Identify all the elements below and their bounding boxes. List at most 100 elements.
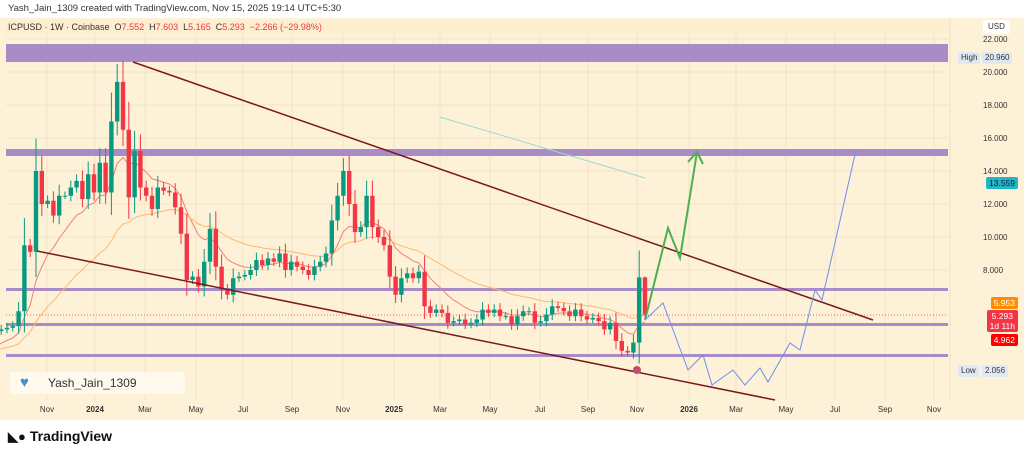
candle-body[interactable]: [248, 270, 253, 275]
tradingview-logo[interactable]: ◣● TradingView: [8, 428, 112, 445]
candle-body[interactable]: [492, 309, 497, 313]
candle-body[interactable]: [91, 174, 97, 193]
candle-body[interactable]: [602, 321, 607, 330]
candle-body[interactable]: [254, 260, 259, 270]
candle-body[interactable]: [561, 307, 566, 312]
candle-body[interactable]: [428, 306, 433, 313]
candle-body[interactable]: [207, 228, 213, 262]
candle-body[interactable]: [103, 162, 108, 193]
candle-body[interactable]: [242, 274, 247, 277]
candle-body[interactable]: [184, 233, 189, 280]
candle-body[interactable]: [364, 195, 369, 228]
candle-body[interactable]: [538, 321, 543, 323]
candle-body[interactable]: [144, 187, 149, 196]
candle-body[interactable]: [399, 278, 404, 295]
candle-body[interactable]: [335, 195, 340, 221]
candle-body[interactable]: [126, 129, 131, 198]
support-line-6-8[interactable]: [6, 288, 948, 291]
candle-body[interactable]: [28, 245, 33, 252]
candle-body[interactable]: [155, 187, 160, 209]
candle-body[interactable]: [190, 276, 195, 280]
candle-body[interactable]: [416, 271, 421, 279]
candle-body[interactable]: [619, 340, 624, 351]
candle-body[interactable]: [497, 309, 503, 317]
lower-trendline[interactable]: [36, 250, 776, 401]
candle-body[interactable]: [550, 306, 555, 315]
candle-body[interactable]: [410, 273, 416, 279]
candle-body[interactable]: [515, 316, 520, 325]
candle-body[interactable]: [161, 187, 166, 191]
candle-body[interactable]: [132, 151, 137, 198]
candle-body[interactable]: [219, 266, 224, 290]
candle-body[interactable]: [474, 319, 479, 323]
candle-body[interactable]: [39, 171, 44, 204]
resistance-band-15[interactable]: [6, 149, 948, 156]
candle-body[interactable]: [567, 311, 572, 317]
candle-body[interactable]: [434, 309, 439, 313]
candle-body[interactable]: [625, 350, 630, 353]
candle-body[interactable]: [532, 311, 537, 323]
teal-line[interactable]: [439, 116, 646, 179]
upper-trendline[interactable]: [132, 61, 874, 321]
candle-body[interactable]: [608, 322, 613, 330]
candle-body[interactable]: [51, 200, 56, 216]
candle-body[interactable]: [231, 278, 236, 295]
event-icon[interactable]: [633, 366, 641, 374]
candle-body[interactable]: [387, 245, 392, 277]
candle-body[interactable]: [445, 312, 450, 323]
candle-body[interactable]: [109, 121, 114, 193]
candle-body[interactable]: [318, 261, 323, 267]
candle-body[interactable]: [120, 81, 126, 130]
candle-body[interactable]: [370, 195, 375, 228]
candle-body[interactable]: [86, 174, 91, 200]
candle-body[interactable]: [509, 316, 514, 325]
candle-body[interactable]: [579, 309, 584, 317]
candle-body[interactable]: [393, 276, 398, 295]
candle-body[interactable]: [422, 271, 427, 307]
support-line-2-8[interactable]: [6, 354, 948, 357]
candle-body[interactable]: [289, 261, 294, 270]
candle-body[interactable]: [294, 261, 300, 267]
candle-body[interactable]: [503, 316, 508, 318]
candle-body[interactable]: [45, 200, 50, 204]
candle-body[interactable]: [642, 277, 648, 315]
resistance-band-top[interactable]: [6, 44, 948, 62]
candle-body[interactable]: [149, 195, 155, 209]
candle-body[interactable]: [277, 253, 282, 262]
candle-body[interactable]: [225, 289, 230, 295]
candle-body[interactable]: [115, 81, 120, 122]
candle-body[interactable]: [80, 180, 85, 200]
symbol-label[interactable]: ICPUSD · 1W · Coinbase: [8, 22, 110, 32]
candle-body[interactable]: [405, 273, 410, 279]
candle-body[interactable]: [16, 311, 21, 327]
candle-body[interactable]: [323, 253, 329, 262]
candle-body[interactable]: [22, 245, 27, 312]
candle-body[interactable]: [590, 317, 595, 320]
candle-body[interactable]: [613, 322, 619, 341]
candle-body[interactable]: [631, 342, 636, 353]
candle-body[interactable]: [68, 187, 73, 196]
candle-body[interactable]: [376, 227, 381, 237]
candle-body[interactable]: [352, 204, 358, 233]
candle-body[interactable]: [381, 237, 387, 246]
candle-body[interactable]: [637, 277, 642, 343]
candle-body[interactable]: [300, 266, 305, 270]
candle-body[interactable]: [312, 266, 317, 275]
candle-body[interactable]: [167, 190, 172, 193]
candle-body[interactable]: [213, 228, 218, 267]
candle-body[interactable]: [555, 306, 561, 308]
candle-body[interactable]: [138, 151, 143, 188]
candle-body[interactable]: [439, 309, 445, 313]
candle-body[interactable]: [33, 171, 39, 252]
candle-body[interactable]: [358, 227, 363, 233]
candle-body[interactable]: [265, 258, 271, 266]
candle-body[interactable]: [10, 326, 15, 328]
candle-body[interactable]: [347, 171, 352, 204]
candle-body[interactable]: [260, 260, 265, 266]
candle-body[interactable]: [283, 253, 288, 271]
candle-body[interactable]: [196, 276, 201, 287]
candle-body[interactable]: [526, 311, 532, 313]
candle-body[interactable]: [0, 329, 4, 332]
green-projection[interactable]: [644, 151, 698, 321]
candle-body[interactable]: [544, 314, 549, 322]
